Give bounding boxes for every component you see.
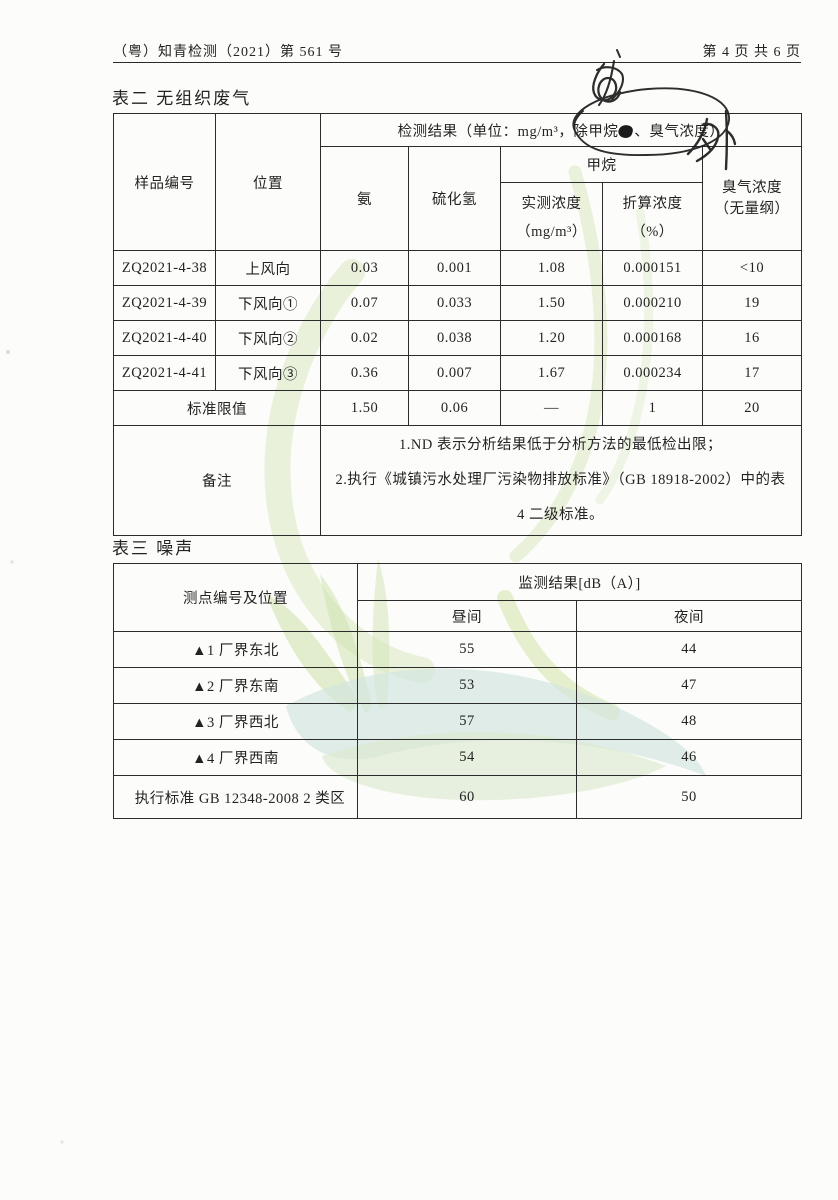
ink-blot-mark xyxy=(617,122,635,139)
cell-day: 60 xyxy=(357,775,577,819)
cell-odor: 17 xyxy=(701,355,803,391)
table-row: ▲1 厂界东北 55 44 xyxy=(113,631,802,668)
cell-nh3: 0.07 xyxy=(320,285,409,321)
cell-sample-id: ZQ2021-4-39 xyxy=(113,285,216,321)
table-row: ZQ2021-4-40 下风向② 0.02 0.038 1.20 0.00016… xyxy=(113,320,803,356)
cell-point: ▲1 厂界东北 xyxy=(113,631,358,668)
cell-point: ▲4 厂界西南 xyxy=(113,739,358,776)
table3-title: 表三 噪声 xyxy=(112,539,195,558)
table-row: ▲3 厂界西北 57 48 xyxy=(113,703,802,740)
limit-odor: 20 xyxy=(701,390,803,426)
cell-standard: 执行标准 GB 12348-2008 2 类区 xyxy=(113,775,358,819)
limit-ch4-measured: — xyxy=(500,390,603,426)
cell-ch4-converted: 0.000168 xyxy=(602,320,703,356)
limit-nh3: 1.50 xyxy=(320,390,409,426)
notes-row: 备注 1.ND 表示分析结果低于分析方法的最低检出限； 2.执行《城镇污水处理厂… xyxy=(113,424,803,537)
cell-day: 54 xyxy=(357,739,577,776)
table2-title: 表二 无组织废气 xyxy=(112,89,252,108)
cell-point: ▲3 厂界西北 xyxy=(113,703,358,740)
cell-ch4-converted: 0.000151 xyxy=(602,250,703,286)
table-row: ZQ2021-4-38 上风向 0.03 0.001 1.08 0.000151… xyxy=(113,250,803,286)
cell-odor: <10 xyxy=(701,250,803,286)
note-line-1: 1.ND 表示分析结果低于分析方法的最低检出限； xyxy=(399,437,722,453)
result-title-suffix: 、臭气浓度） xyxy=(634,123,725,140)
cell-ch4-measured: 1.67 xyxy=(500,355,603,391)
header-odor: 臭气浓度 （无量纲） xyxy=(701,146,803,251)
cell-point: ▲2 厂界东南 xyxy=(113,667,358,704)
cell-ch4-measured: 1.20 xyxy=(500,320,603,356)
cell-odor: 16 xyxy=(701,320,803,356)
cell-day: 55 xyxy=(357,631,577,668)
cell-night: 47 xyxy=(576,667,802,704)
standard-row: 执行标准 GB 12348-2008 2 类区 60 50 xyxy=(113,775,802,819)
cell-sample-id: ZQ2021-4-38 xyxy=(113,250,216,286)
cell-night: 48 xyxy=(576,703,802,740)
page-header: （粤）知青检测（2021）第 561 号 第 4 页 共 6 页 xyxy=(113,41,801,61)
cell-h2s: 0.007 xyxy=(408,355,501,391)
header-converted: 折算浓度 （%） xyxy=(602,182,703,251)
header-daytime: 昼间 xyxy=(357,600,577,632)
table-row: ▲4 厂界西南 54 46 xyxy=(113,739,802,776)
fugitive-gas-table: 样品编号 位置 检测结果（单位：mg/m³，除甲烷 、臭气浓度） 氨 硫化氢 甲烷… xyxy=(113,113,803,537)
header-nighttime: 夜间 xyxy=(576,600,802,632)
header-measured-unit: （mg/m³） xyxy=(516,223,587,240)
header-measured-label: 实测浓度 xyxy=(521,196,582,213)
header-location: 位置 xyxy=(215,113,321,251)
limit-h2s: 0.06 xyxy=(408,390,501,426)
table-row: ZQ2021-4-39 下风向① 0.07 0.033 1.50 0.00021… xyxy=(113,285,803,321)
cell-ch4-measured: 1.08 xyxy=(500,250,603,286)
header-result-title: 检测结果（单位：mg/m³，除甲烷 、臭气浓度） xyxy=(319,113,803,147)
cell-sample-id: ZQ2021-4-40 xyxy=(113,320,216,356)
cell-location: 下风向① xyxy=(215,285,321,321)
limit-row: 标准限值 1.50 0.06 — 1 20 xyxy=(113,390,803,426)
cell-h2s: 0.033 xyxy=(408,285,501,321)
limit-ch4-converted: 1 xyxy=(602,390,703,426)
cell-ch4-converted: 0.000234 xyxy=(602,355,703,391)
cell-ch4-measured: 1.50 xyxy=(500,285,603,321)
table-row: ▲2 厂界东南 53 47 xyxy=(113,667,802,704)
cell-h2s: 0.001 xyxy=(408,250,501,286)
notes-label: 备注 xyxy=(113,424,321,537)
cell-sample-id: ZQ2021-4-41 xyxy=(113,355,216,391)
header-divider xyxy=(113,62,801,63)
note-line-3: 4 二级标准。 xyxy=(517,507,604,524)
cell-night: 44 xyxy=(576,631,802,668)
cell-location: 上风向 xyxy=(215,250,321,286)
table-row: ZQ2021-4-41 下风向③ 0.36 0.007 1.67 0.00023… xyxy=(113,355,803,391)
cell-nh3: 0.36 xyxy=(320,355,409,391)
header-converted-label: 折算浓度 xyxy=(622,196,683,213)
result-title-prefix: 检测结果（单位：mg/m³，除甲烷 xyxy=(397,123,619,140)
cell-night: 46 xyxy=(576,739,802,776)
cell-nh3: 0.03 xyxy=(320,250,409,286)
cell-day: 53 xyxy=(357,667,577,704)
header-odor-unit: （无量纲） xyxy=(714,200,790,217)
cell-location: 下风向③ xyxy=(215,355,321,391)
header-h2s: 硫化氢 xyxy=(408,146,501,251)
header-converted-unit: （%） xyxy=(631,223,674,240)
cell-ch4-converted: 0.000210 xyxy=(602,285,703,321)
report-number: （粤）知青检测（2021）第 561 号 xyxy=(113,45,343,60)
limit-label: 标准限值 xyxy=(113,390,321,426)
cell-day: 57 xyxy=(357,703,577,740)
header-sample-id: 样品编号 xyxy=(113,113,216,251)
cell-night: 50 xyxy=(576,775,802,819)
cell-h2s: 0.038 xyxy=(408,320,501,356)
noise-table: 测点编号及位置 监测结果[dB（A）] 昼间 夜间 ▲1 厂界东北 55 44 … xyxy=(113,563,802,819)
cell-location: 下风向② xyxy=(215,320,321,356)
header-methane: 甲烷 xyxy=(500,146,703,183)
notes-content: 1.ND 表示分析结果低于分析方法的最低检出限； 2.执行《城镇污水处理厂污染物… xyxy=(319,424,803,537)
header-point: 测点编号及位置 xyxy=(113,563,358,632)
header-monitor-result: 监测结果[dB（A）] xyxy=(357,563,802,601)
header-odor-label: 臭气浓度 xyxy=(722,180,783,196)
note-line-2: 2.执行《城镇污水处理厂污染物排放标准》（GB 18918-2002）中的表 xyxy=(335,472,786,489)
header-measured: 实测浓度 （mg/m³） xyxy=(500,182,603,251)
header-ammonia: 氨 xyxy=(320,146,409,251)
page-indicator: 第 4 页 共 6 页 xyxy=(702,45,801,60)
cell-odor: 19 xyxy=(701,285,803,321)
cell-nh3: 0.02 xyxy=(320,320,409,356)
